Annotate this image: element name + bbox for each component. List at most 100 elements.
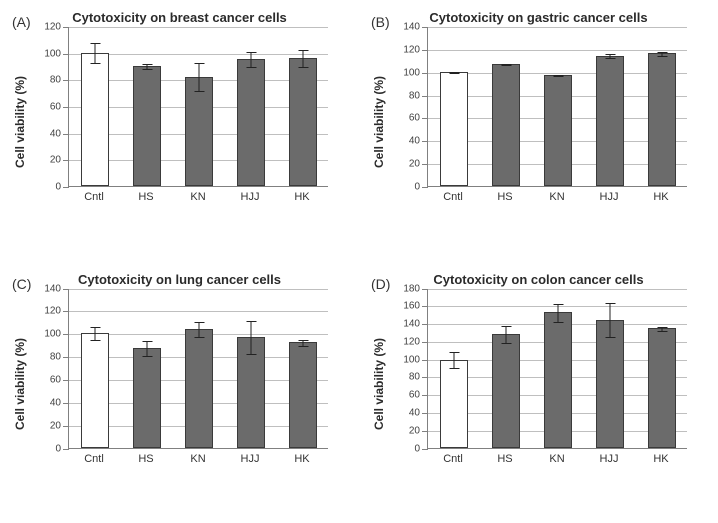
y-axis-label: Cell viability (%) bbox=[372, 76, 386, 168]
bar bbox=[289, 342, 318, 447]
x-tick-label: HJJ bbox=[241, 191, 260, 203]
error-bar bbox=[94, 327, 95, 341]
y-tick-label: 20 bbox=[50, 420, 61, 431]
y-axis-label: Cell viability (%) bbox=[13, 76, 27, 168]
x-tick-label: HK bbox=[653, 191, 668, 203]
y-tick-label: 60 bbox=[409, 390, 420, 401]
bar bbox=[596, 320, 625, 448]
chart-panel: (B)Cytotoxicity on gastric cancer cellsC… bbox=[359, 0, 718, 262]
error-bar bbox=[250, 52, 251, 68]
y-axis-label: Cell viability (%) bbox=[372, 337, 386, 429]
y-axis-label: Cell viability (%) bbox=[13, 337, 27, 429]
chart-panel: (C)Cytotoxicity on lung cancer cellsCell… bbox=[0, 262, 359, 523]
x-tick-label: HK bbox=[294, 453, 309, 465]
bar bbox=[544, 312, 573, 447]
x-tick-label: HJJ bbox=[241, 453, 260, 465]
error-bar bbox=[505, 64, 506, 66]
error-bar bbox=[609, 303, 610, 339]
bar bbox=[440, 360, 469, 448]
bar bbox=[237, 59, 266, 186]
y-tick-label: 20 bbox=[409, 159, 420, 170]
bar bbox=[648, 328, 677, 447]
x-tick-label: KN bbox=[190, 453, 205, 465]
error-bar bbox=[198, 322, 199, 338]
y-tick-label: 100 bbox=[44, 48, 61, 59]
x-axis-labels: CntlHSKNHJJHK bbox=[427, 187, 687, 207]
y-tick-label: 60 bbox=[50, 102, 61, 113]
plot-area: Cell viability (%)020406080100120140Cntl… bbox=[34, 289, 353, 479]
x-tick-label: HS bbox=[497, 453, 512, 465]
bar bbox=[289, 58, 318, 186]
y-tick-label: 20 bbox=[409, 425, 420, 436]
y-tick-label: 100 bbox=[403, 354, 420, 365]
x-tick-label: HJJ bbox=[600, 453, 619, 465]
panel-tag: (B) bbox=[371, 14, 390, 30]
y-tick-label: 20 bbox=[50, 155, 61, 166]
y-tick-label: 60 bbox=[409, 113, 420, 124]
bars-group bbox=[69, 289, 328, 448]
error-bar bbox=[198, 63, 199, 92]
x-tick-label: HS bbox=[138, 453, 153, 465]
y-tick-label: 80 bbox=[409, 372, 420, 383]
y-tick-label: 120 bbox=[403, 44, 420, 55]
y-tick-label: 120 bbox=[403, 336, 420, 347]
plot: 020406080100120140160180 bbox=[427, 289, 687, 449]
bar bbox=[133, 66, 162, 186]
error-bar bbox=[661, 327, 662, 332]
error-bar bbox=[557, 75, 558, 77]
bar bbox=[492, 334, 521, 448]
bar bbox=[133, 348, 162, 447]
chart-panel: (A)Cytotoxicity on breast cancer cellsCe… bbox=[0, 0, 359, 262]
y-tick-label: 60 bbox=[50, 374, 61, 385]
y-tick-label: 160 bbox=[403, 301, 420, 312]
x-tick-label: HK bbox=[653, 453, 668, 465]
error-bar bbox=[302, 340, 303, 347]
bar bbox=[81, 53, 110, 186]
plot: 020406080100120 bbox=[68, 27, 328, 187]
bar bbox=[185, 329, 214, 448]
error-bar bbox=[250, 321, 251, 355]
y-tick-label: 0 bbox=[414, 443, 420, 454]
x-tick-label: HJJ bbox=[600, 191, 619, 203]
error-bar bbox=[609, 54, 610, 59]
bars-group bbox=[428, 27, 687, 186]
y-tick-label: 80 bbox=[50, 352, 61, 363]
y-tick-label: 0 bbox=[55, 443, 61, 454]
bars-group bbox=[69, 27, 328, 186]
x-axis-labels: Cntl HS KN HJJ HK bbox=[68, 449, 328, 469]
bar bbox=[544, 75, 573, 186]
x-tick-label: Cntl bbox=[84, 453, 104, 465]
panel-tag: (C) bbox=[12, 276, 31, 292]
plot: 020406080100120140 bbox=[68, 289, 328, 449]
error-bar bbox=[557, 304, 558, 324]
x-axis-labels: CntlHSKNHJJHK bbox=[427, 449, 687, 469]
y-tick-label: 40 bbox=[409, 407, 420, 418]
bar bbox=[596, 56, 625, 186]
x-tick-label: HK bbox=[294, 191, 309, 203]
y-tick-label: 40 bbox=[50, 128, 61, 139]
error-bar bbox=[453, 352, 454, 370]
y-tick-label: 80 bbox=[409, 90, 420, 101]
error-bar bbox=[302, 50, 303, 69]
error-bar bbox=[505, 326, 506, 344]
error-bar bbox=[661, 52, 662, 57]
x-tick-label: Cntl bbox=[443, 191, 463, 203]
bar bbox=[185, 77, 214, 186]
y-tick-label: 0 bbox=[414, 182, 420, 193]
bars-group bbox=[428, 289, 687, 448]
chart-panel: (D)Cytotoxicity on colon cancer cellsCel… bbox=[359, 262, 718, 523]
y-tick-label: 140 bbox=[403, 22, 420, 33]
x-axis-labels: CntlHSKNHJJHK bbox=[68, 187, 328, 207]
bar bbox=[492, 64, 521, 186]
y-tick-label: 140 bbox=[403, 319, 420, 330]
y-tick-label: 40 bbox=[409, 136, 420, 147]
x-tick-label: KN bbox=[549, 453, 564, 465]
plot-area: Cell viability (%)020406080100120CntlHSK… bbox=[34, 27, 353, 217]
error-bar bbox=[146, 341, 147, 357]
plot-area: Cell viability (%)0204060801001201401601… bbox=[393, 289, 712, 479]
y-tick-label: 120 bbox=[44, 22, 61, 33]
bar bbox=[648, 53, 677, 186]
bar bbox=[81, 333, 110, 447]
error-bar bbox=[146, 64, 147, 69]
error-bar bbox=[453, 72, 454, 74]
